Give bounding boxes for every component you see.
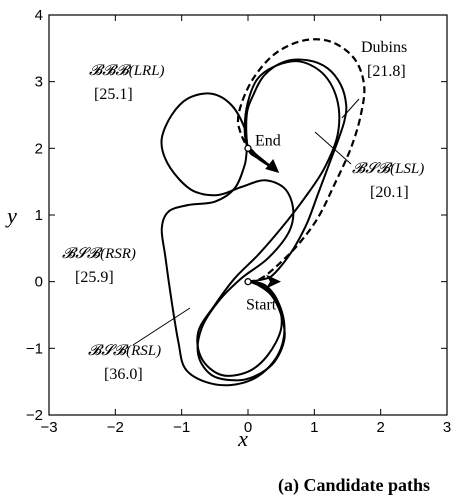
series-name-bsb-rsr: 𝓑𝓢𝓑(RSR) xyxy=(62,246,136,262)
figure-caption: (a) Candidate paths xyxy=(278,475,430,496)
y-axis-label: y xyxy=(5,203,17,228)
y-tick-label: −2 xyxy=(26,407,43,424)
series-line-bsb-lsl xyxy=(245,58,348,283)
start-arrow-icon xyxy=(266,274,281,289)
series-name-bsb-rsl: 𝓑𝓢𝓑(RSL) xyxy=(88,343,161,359)
paths xyxy=(160,38,366,387)
x-tick-label: −2 xyxy=(107,419,124,436)
y-tick-label: 3 xyxy=(35,74,43,91)
series-name-dubins: Dubins xyxy=(361,39,407,56)
leader-line-bsb-lsl xyxy=(314,131,352,165)
markers xyxy=(244,144,281,289)
marker-end xyxy=(244,144,252,152)
series-labels: Start End 𝓑𝓑𝓑(LRL) [25.1] 𝓑𝓢𝓑(LSL) [20.1] 𝓑𝓢𝓑(… xyxy=(62,39,424,383)
y-tick-label: 2 xyxy=(35,140,43,157)
series-cost-bsb-lsl: [20.1] xyxy=(370,184,409,201)
x-axis-label: x xyxy=(237,426,248,451)
series-cost-bbb-lrl: [25.1] xyxy=(94,86,133,103)
start-label: Start xyxy=(246,297,277,314)
y-tick-label: −1 xyxy=(26,340,43,357)
leader-line-bsb-rsl xyxy=(132,307,191,346)
x-tick-label: 1 xyxy=(310,419,318,436)
series-line-bsb-rsr xyxy=(160,147,286,387)
y-tick-label: 1 xyxy=(35,207,43,224)
series-name-bbb-lrl: 𝓑𝓑𝓑(LRL) xyxy=(89,63,165,79)
y-tick-label: 0 xyxy=(35,274,43,291)
y-tick-label: 4 xyxy=(35,7,43,24)
series-cost-bsb-rsr: [25.9] xyxy=(75,269,114,286)
marker-start xyxy=(244,278,252,286)
x-tick-label: 0 xyxy=(244,419,252,436)
series-line-dubins xyxy=(236,38,366,283)
end-arrow-icon xyxy=(265,159,280,173)
x-tick-label: −1 xyxy=(173,419,190,436)
series-cost-dubins: [21.8] xyxy=(367,63,406,80)
x-tick-label: 2 xyxy=(376,419,384,436)
end-label: End xyxy=(255,132,281,149)
series-cost-bsb-rsl: [36.0] xyxy=(104,366,143,383)
x-tick-label: −3 xyxy=(40,419,57,436)
series-name-bsb-lsl: 𝓑𝓢𝓑(LSL) xyxy=(352,161,424,177)
leader-line-dubins xyxy=(341,98,360,119)
x-tick-label: 3 xyxy=(443,419,451,436)
series-line-bsb-rsl xyxy=(196,60,341,377)
